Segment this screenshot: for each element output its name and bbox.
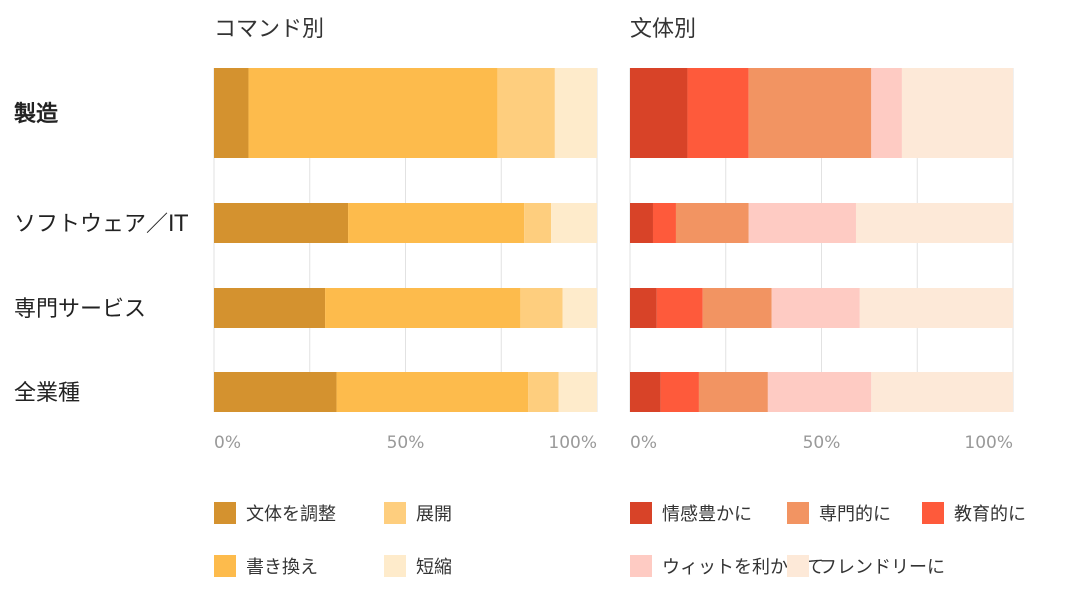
x-tick-label: 100% xyxy=(548,433,597,453)
bar-文体を調整-3 xyxy=(214,372,337,412)
row-label-2: 専門サービス xyxy=(14,297,146,322)
bar-group-3 xyxy=(630,372,1013,412)
legend-item-短縮: 短縮 xyxy=(384,555,452,578)
bar-教育的に-0 xyxy=(687,68,749,158)
x-tick-label: 0% xyxy=(214,433,241,453)
bar-フレンドリーに-3 xyxy=(871,372,1013,412)
bar-専門的に-3 xyxy=(698,372,768,412)
bar-教育的に-1 xyxy=(652,203,676,243)
bar-情感豊かに-0 xyxy=(630,68,688,158)
bar-書き換え-0 xyxy=(248,68,498,158)
bar-展開-0 xyxy=(497,68,555,158)
legend-label: ウィットを利かせて xyxy=(662,557,824,578)
legend-item-ウィットを利かせて: ウィットを利かせて xyxy=(630,555,824,578)
bar-group-2 xyxy=(214,288,597,328)
bar-文体を調整-1 xyxy=(214,203,349,243)
legend-label: フレンドリーに xyxy=(819,557,945,578)
bar-ウィットを利かせて-1 xyxy=(748,203,856,243)
bar-group-0 xyxy=(630,68,1013,158)
row-label-1: ソフトウェア／IT xyxy=(14,212,188,237)
legend-item-文体を調整: 文体を調整 xyxy=(214,502,336,525)
legend-swatch xyxy=(787,502,809,524)
bar-短縮-0 xyxy=(554,68,597,158)
bar-ウィットを利かせて-0 xyxy=(871,68,902,158)
panel-1: 文体別 0% 50% 100% 情感豊かに 専門的に 教育的にウィットを利かせてフレンドリー… xyxy=(629,17,1026,578)
x-tick-label: 0% xyxy=(630,433,657,453)
legend-swatch xyxy=(214,502,236,524)
bar-書き換え-1 xyxy=(348,203,525,243)
legend-item-書き換え: 書き換え xyxy=(214,555,318,578)
bar-情感豊かに-1 xyxy=(630,203,653,243)
x-tick-label: 50% xyxy=(803,433,841,453)
bar-短縮-2 xyxy=(562,288,597,328)
bar-フレンドリーに-0 xyxy=(901,68,1013,158)
legend-swatch xyxy=(384,555,406,577)
bar-短縮-3 xyxy=(558,372,597,412)
legend-swatch xyxy=(787,555,809,577)
bar-教育的に-3 xyxy=(660,372,699,412)
bar-group-1 xyxy=(630,203,1013,243)
legend-label: 書き換え xyxy=(246,557,318,578)
legend-swatch xyxy=(922,502,944,524)
legend-swatch xyxy=(384,502,406,524)
bar-専門的に-2 xyxy=(702,288,772,328)
bar-フレンドリーに-2 xyxy=(859,288,1013,328)
bar-group-2 xyxy=(630,288,1013,328)
bar-情感豊かに-2 xyxy=(630,288,657,328)
legend-label: 情感豊かに xyxy=(662,504,752,525)
bar-group-0 xyxy=(214,68,597,158)
bar-フレンドリーに-1 xyxy=(855,203,1013,243)
bar-書き換え-3 xyxy=(336,372,529,412)
bar-group-3 xyxy=(214,372,597,412)
row-label-0: 製造 xyxy=(13,101,58,127)
legend-item-フレンドリーに: フレンドリーに xyxy=(787,555,945,578)
bar-展開-1 xyxy=(524,203,552,243)
bar-group-1 xyxy=(214,203,597,243)
bar-文体を調整-2 xyxy=(214,288,326,328)
bar-展開-2 xyxy=(520,288,563,328)
bar-専門的に-0 xyxy=(748,68,872,158)
legend-label: 文体を調整 xyxy=(246,504,336,525)
x-tick-label: 100% xyxy=(964,433,1013,453)
bar-情感豊かに-3 xyxy=(630,372,661,412)
panel-title: 文体別 xyxy=(630,17,696,42)
legend-label: 展開 xyxy=(416,504,452,525)
panel-title: コマンド別 xyxy=(214,17,324,42)
bar-教育的に-2 xyxy=(656,288,703,328)
bar-専門的に-1 xyxy=(675,203,749,243)
row-label-3: 全業種 xyxy=(14,381,80,406)
legend-swatch xyxy=(214,555,236,577)
legend-label: 専門的に xyxy=(819,504,891,525)
bar-ウィットを利かせて-2 xyxy=(771,288,860,328)
bar-短縮-1 xyxy=(551,203,597,243)
legend-item-展開: 展開 xyxy=(384,502,452,525)
x-tick-label: 50% xyxy=(387,433,425,453)
legend-item-専門的に: 専門的に xyxy=(787,502,891,525)
bar-書き換え-2 xyxy=(325,288,521,328)
bar-文体を調整-0 xyxy=(214,68,249,158)
legend-item-教育的に: 教育的に xyxy=(922,502,1026,525)
legend-label: 短縮 xyxy=(416,557,452,578)
legend-item-情感豊かに: 情感豊かに xyxy=(630,502,752,525)
legend-swatch xyxy=(630,502,652,524)
legend-label: 教育的に xyxy=(954,504,1026,525)
bar-展開-3 xyxy=(528,372,559,412)
legend-swatch xyxy=(630,555,652,577)
bar-ウィットを利かせて-3 xyxy=(767,372,872,412)
